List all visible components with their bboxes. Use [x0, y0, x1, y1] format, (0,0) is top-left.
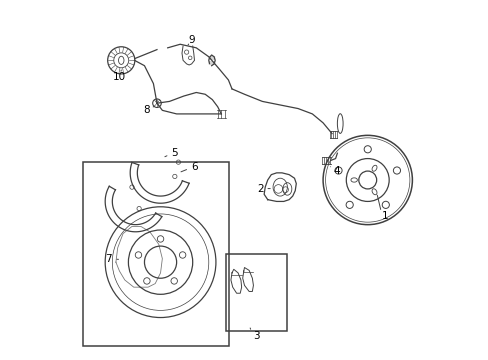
Text: 1: 1 [382, 211, 388, 221]
Text: 5: 5 [171, 148, 178, 158]
Text: 8: 8 [142, 105, 149, 115]
Text: 10: 10 [113, 72, 126, 82]
Text: 7: 7 [104, 254, 111, 264]
Text: 4: 4 [333, 166, 339, 176]
Text: 2: 2 [257, 184, 264, 194]
Text: 9: 9 [188, 35, 195, 45]
Text: 3: 3 [252, 331, 259, 341]
Bar [225, 254, 286, 331]
Bar [83, 162, 229, 346]
Text: 6: 6 [191, 162, 198, 172]
